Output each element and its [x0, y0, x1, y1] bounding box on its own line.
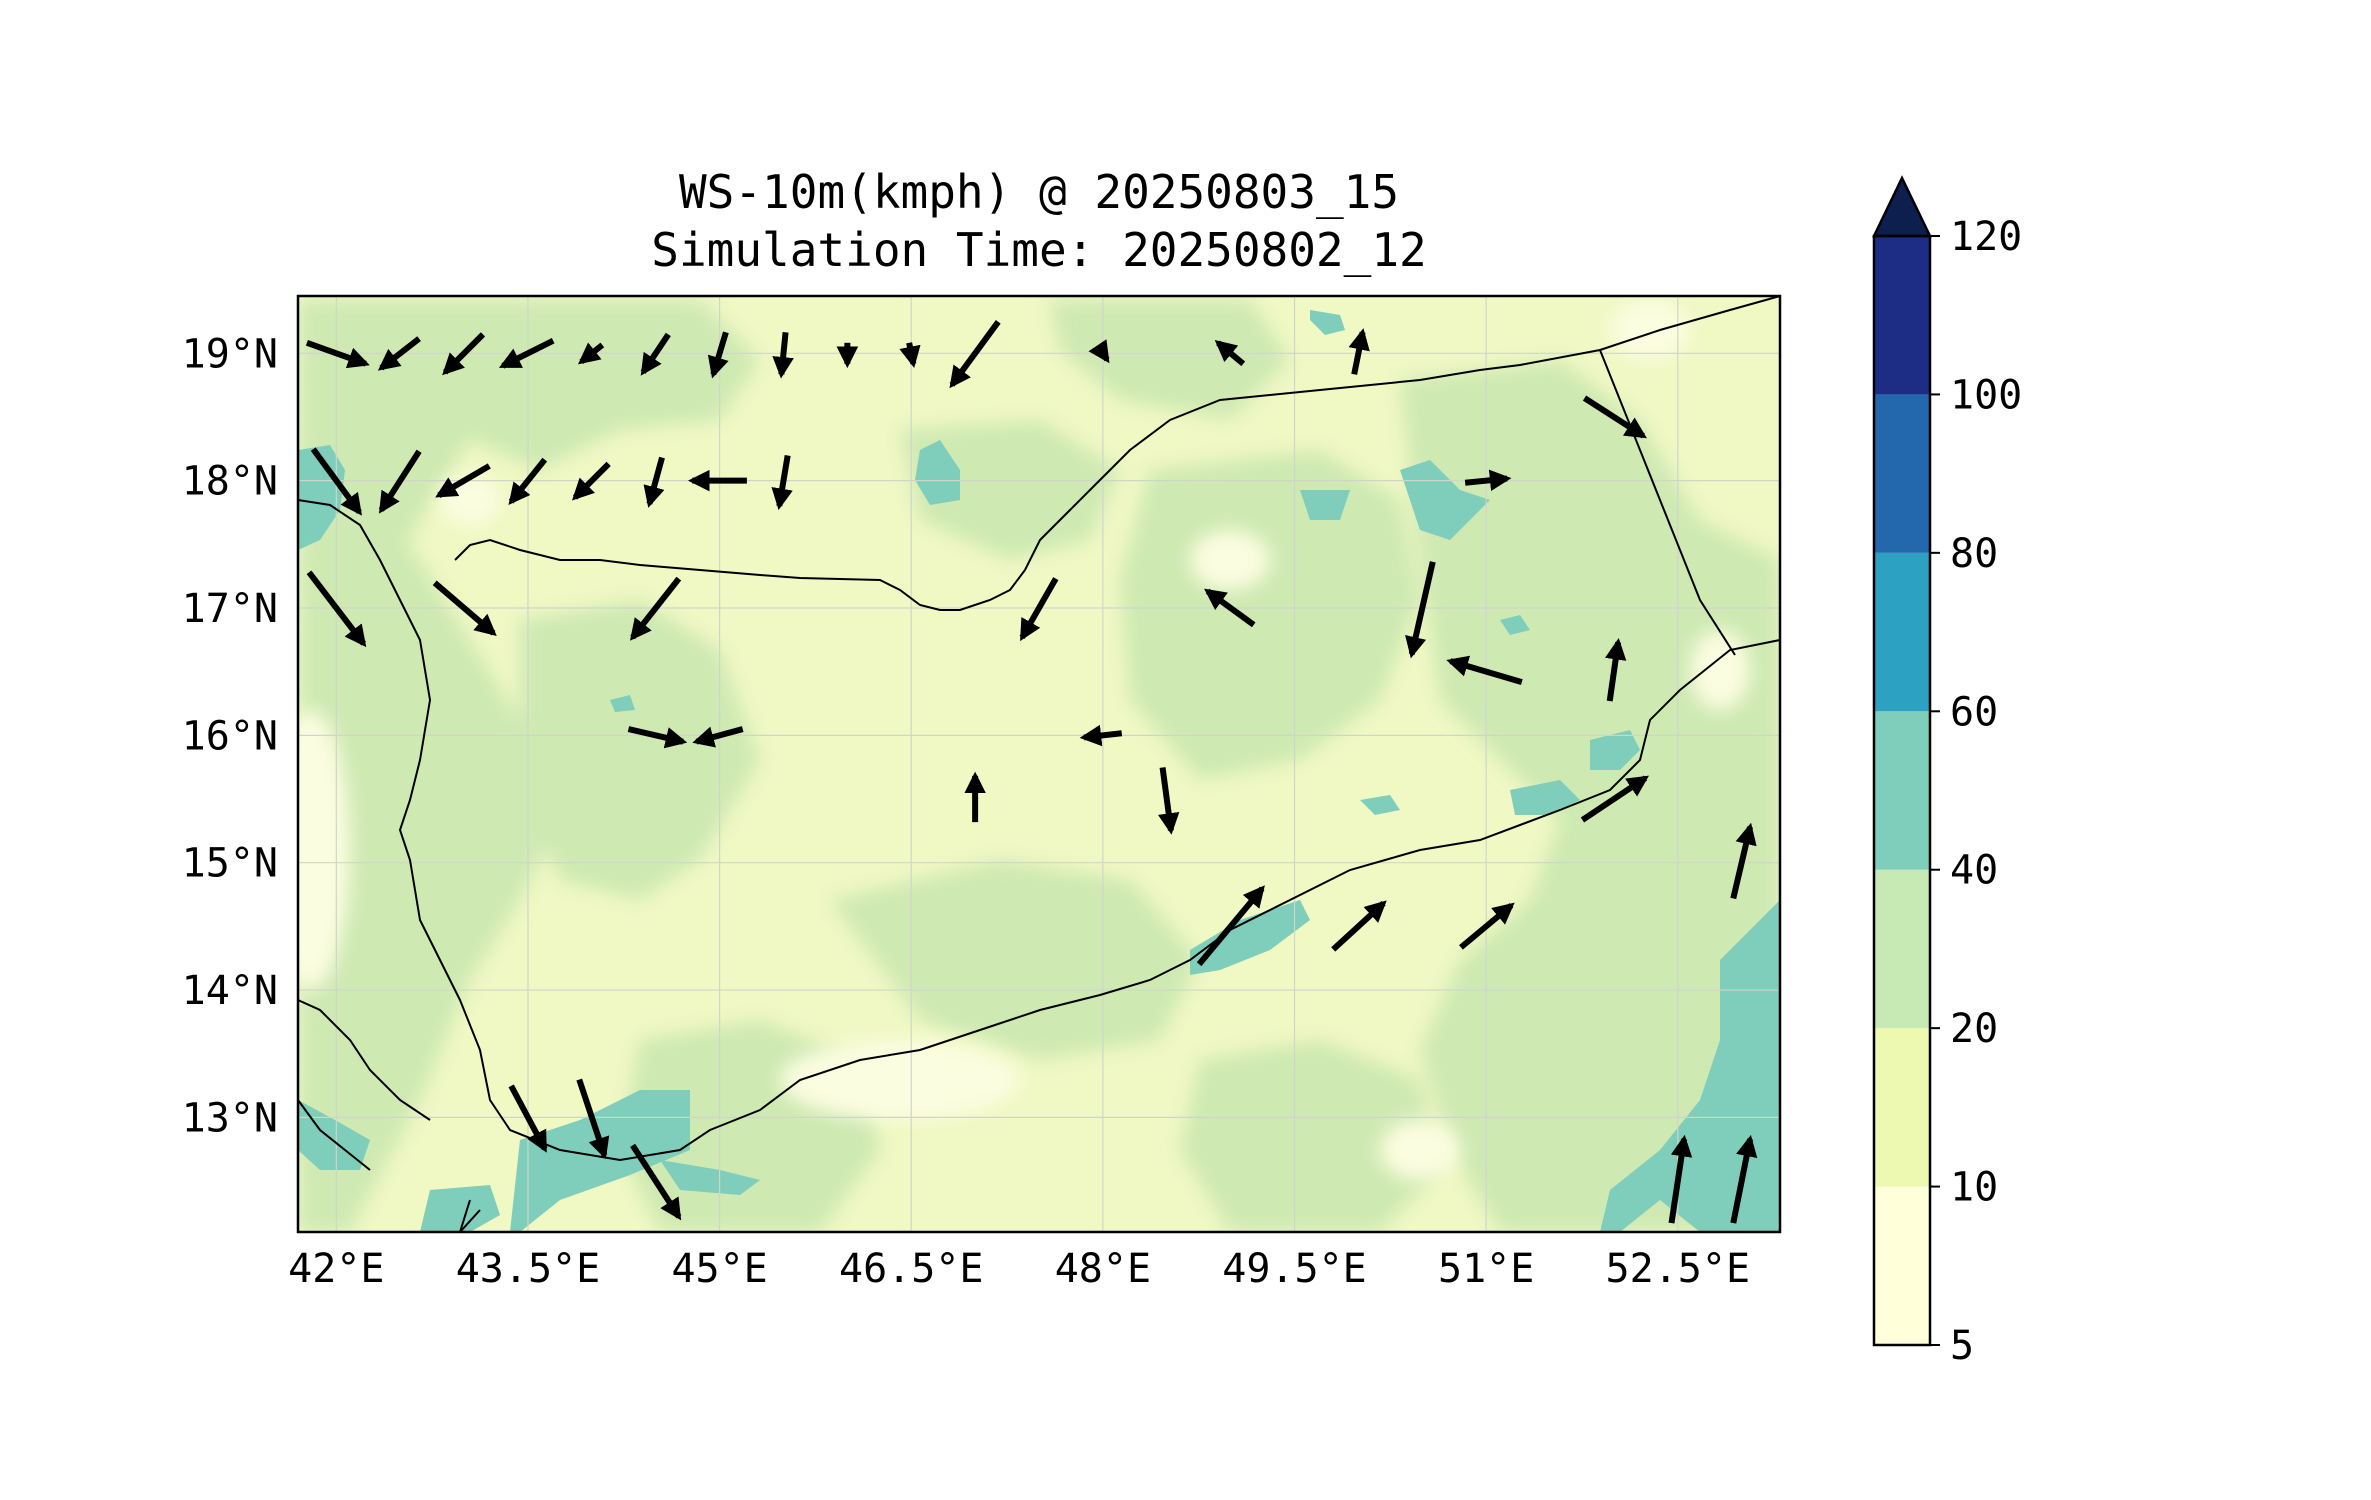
wind-arrow — [1580, 775, 1650, 823]
wind-arrow — [707, 331, 729, 379]
colorbar-label: 5 — [1950, 1323, 1974, 1369]
wind-arrow — [1019, 577, 1059, 642]
wind-arrow — [508, 457, 548, 506]
wind-arrow — [1196, 885, 1265, 967]
wind-arrow — [310, 447, 362, 516]
wind-arrow — [306, 570, 367, 648]
lon-tick-label: 48°E — [1055, 1246, 1151, 1292]
wind-arrow — [899, 342, 921, 369]
wind-arrow — [1446, 655, 1523, 686]
lon-tick-label: 51°E — [1438, 1246, 1534, 1292]
colorbar-segment — [1874, 236, 1930, 395]
colorbar-segment — [1874, 1186, 1930, 1345]
figure-title-line1: WS-10m(kmph) @ 20250803_15 — [679, 165, 1399, 219]
colorbar-label: 40 — [1950, 848, 1998, 894]
wind-arrow — [1214, 340, 1246, 367]
lon-tick-label: 45°E — [671, 1246, 767, 1292]
lat-tick-label: 18°N — [182, 459, 278, 505]
wind-arrow — [1464, 469, 1512, 492]
wind-arrow — [498, 338, 555, 369]
wind-arrow — [629, 576, 682, 641]
wind-arrow — [432, 580, 497, 637]
colorbar-label: 60 — [1950, 689, 1998, 735]
colorbar-label: 80 — [1950, 531, 1998, 577]
wind-arrow — [1730, 1134, 1758, 1224]
lon-tick-label: 42°E — [288, 1246, 384, 1292]
wind-arrow — [627, 726, 688, 749]
wind-arrow — [1405, 561, 1436, 659]
colorbar-frame — [1872, 234, 1932, 1347]
colorbar-label: 120 — [1950, 214, 2022, 260]
wind-arrow — [1204, 588, 1256, 628]
longitude-axis: 42°E 43.5°E 45°E 46.5°E 48°E 49.5°E 51°E 52.5°E — [288, 1246, 1750, 1292]
colorbar-label: 10 — [1950, 1165, 1998, 1211]
map-panel: 42°E 43.5°E 45°E 46.5°E 48°E 49.5°E 51°E 52.5°E… — [182, 294, 1782, 1292]
wind-arrow — [1668, 1134, 1693, 1224]
wind-arrow — [1331, 900, 1387, 952]
colorbar-label: 100 — [1950, 372, 2022, 418]
wind-arrow — [571, 461, 611, 501]
lat-tick-label: 17°N — [182, 586, 278, 632]
wind-arrow — [643, 456, 665, 508]
shade-5-10-kmph — [298, 300, 1750, 1180]
colorbar-segment — [1874, 552, 1930, 712]
wind-arrow — [377, 336, 421, 371]
figure-title-line2: Simulation Time: 20250802_12 — [651, 223, 1426, 277]
wind-vectors — [305, 320, 1758, 1224]
lon-tick-label: 52.5°E — [1606, 1246, 1751, 1292]
wind-arrow — [435, 463, 491, 498]
colorbar: 5 10 20 40 60 80 100 120 — [1872, 175, 2022, 1369]
wind-arrow — [576, 1078, 610, 1160]
lat-tick-label: 13°N — [182, 1095, 278, 1141]
map-frame — [296, 294, 1782, 1234]
lon-tick-label: 46.5°E — [839, 1246, 984, 1292]
lat-tick-label: 16°N — [182, 713, 278, 759]
wind-arrow — [630, 1143, 682, 1221]
wind-arrow — [1088, 339, 1110, 364]
lon-tick-label: 49.5°E — [1222, 1246, 1367, 1292]
lat-tick-label: 14°N — [182, 968, 278, 1014]
wind-arrow — [949, 320, 1001, 389]
colorbar-segment — [1874, 1028, 1930, 1187]
colorbar-segment — [1874, 711, 1930, 870]
wind-arrow — [1079, 724, 1123, 747]
wind-arrow — [305, 339, 370, 369]
colorbar-label: 20 — [1950, 1006, 1998, 1052]
wind-arrow — [577, 342, 605, 365]
lat-tick-label: 19°N — [182, 331, 278, 377]
wind-arrow — [640, 332, 671, 376]
wind-arrow — [1348, 328, 1370, 375]
colorbar-segment — [1874, 394, 1930, 553]
wind-arrow — [1730, 822, 1757, 900]
wind-arrow — [1157, 767, 1180, 835]
wind-arrow — [1582, 395, 1647, 439]
lon-tick-label: 43.5°E — [456, 1246, 601, 1292]
wind-arrow — [442, 332, 486, 376]
colorbar-extend-triangle — [1872, 175, 1932, 238]
colorbar-segment — [1874, 869, 1930, 1029]
wind-arrow — [771, 454, 793, 511]
wind-arrow — [692, 726, 744, 748]
wind-arrow — [1604, 637, 1627, 702]
shade-40-60-kmph — [298, 310, 1780, 1232]
latitude-axis: 19°N 18°N 17°N 16°N 15°N 14°N 13°N — [182, 331, 278, 1141]
wind-arrow — [1459, 902, 1515, 950]
wind-arrow — [378, 449, 422, 514]
lat-tick-label: 15°N — [182, 841, 278, 887]
coastline-borders — [298, 296, 1780, 1232]
shade-20-40-kmph — [298, 300, 1780, 1232]
wind-arrow — [772, 332, 794, 379]
wind-arrow — [508, 1084, 548, 1153]
